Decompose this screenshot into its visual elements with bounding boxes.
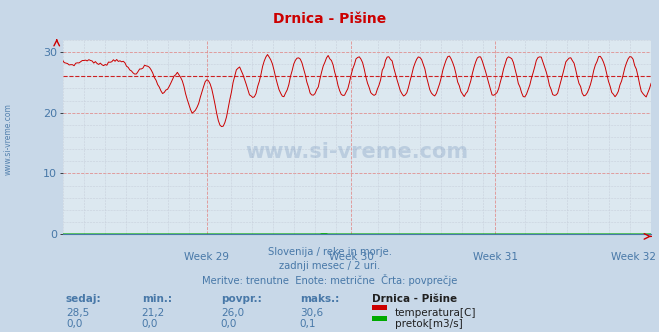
Text: Drnica - Pišine: Drnica - Pišine [372, 294, 457, 304]
Text: Meritve: trenutne  Enote: metrične  Črta: povprečje: Meritve: trenutne Enote: metrične Črta: … [202, 274, 457, 286]
Text: 30,6: 30,6 [300, 308, 323, 318]
Text: Drnica - Pišine: Drnica - Pišine [273, 12, 386, 26]
Text: Week 29: Week 29 [185, 252, 229, 262]
Text: 0,1: 0,1 [300, 319, 316, 329]
Text: Week 30: Week 30 [329, 252, 374, 262]
Text: pretok[m3/s]: pretok[m3/s] [395, 319, 463, 329]
Text: 28,5: 28,5 [66, 308, 89, 318]
Text: maks.:: maks.: [300, 294, 339, 304]
Text: sedaj:: sedaj: [66, 294, 101, 304]
Text: min.:: min.: [142, 294, 172, 304]
Text: zadnji mesec / 2 uri.: zadnji mesec / 2 uri. [279, 261, 380, 271]
Text: www.si-vreme.com: www.si-vreme.com [245, 142, 469, 162]
Text: 0,0: 0,0 [221, 319, 237, 329]
Text: Slovenija / reke in morje.: Slovenija / reke in morje. [268, 247, 391, 257]
Text: www.si-vreme.com: www.si-vreme.com [4, 104, 13, 175]
Text: povpr.:: povpr.: [221, 294, 262, 304]
Text: 26,0: 26,0 [221, 308, 244, 318]
Text: Week 31: Week 31 [473, 252, 517, 262]
Text: 0,0: 0,0 [66, 319, 82, 329]
Text: 0,0: 0,0 [142, 319, 158, 329]
Text: temperatura[C]: temperatura[C] [395, 308, 476, 318]
Text: 21,2: 21,2 [142, 308, 165, 318]
Text: Week 32: Week 32 [611, 252, 656, 262]
